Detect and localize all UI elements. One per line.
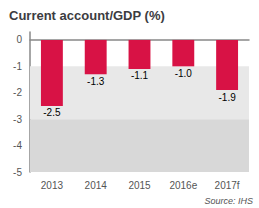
svg-text:2016e: 2016e: [169, 180, 197, 191]
svg-text:-5: -5: [13, 167, 22, 178]
svg-text:-1.9: -1.9: [218, 92, 236, 103]
svg-text:-2.5: -2.5: [43, 107, 61, 118]
svg-text:-1.3: -1.3: [87, 76, 105, 87]
svg-text:-2: -2: [13, 87, 22, 98]
svg-text:2017f: 2017f: [215, 180, 240, 191]
svg-text:0: 0: [16, 34, 22, 45]
svg-text:-3: -3: [13, 114, 22, 125]
svg-text:-1: -1: [13, 61, 22, 72]
svg-text:Current account/GDP (%): Current account/GDP (%): [9, 8, 165, 23]
svg-text:-1.0: -1.0: [175, 68, 193, 79]
svg-text:-1.1: -1.1: [131, 70, 149, 81]
svg-text:-4: -4: [13, 140, 22, 151]
svg-text:Source: IHS: Source: IHS: [204, 196, 253, 206]
svg-text:2013: 2013: [41, 180, 64, 191]
svg-text:2015: 2015: [128, 180, 151, 191]
svg-text:2014: 2014: [85, 180, 108, 191]
